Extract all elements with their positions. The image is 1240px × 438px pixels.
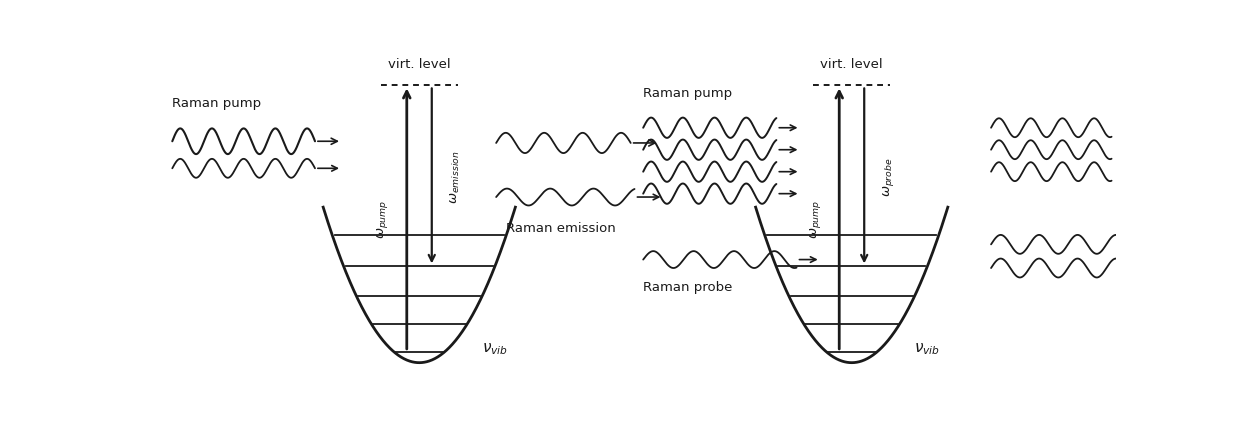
Text: $\nu_{vib}$: $\nu_{vib}$ [481,340,507,356]
Text: Raman emission: Raman emission [506,222,615,234]
Text: Raman probe: Raman probe [644,280,733,293]
Text: $\nu_{vib}$: $\nu_{vib}$ [914,340,940,356]
Text: $\omega_{pump}$: $\omega_{pump}$ [807,199,822,239]
Text: virt. level: virt. level [388,58,450,71]
Text: $\omega_{probe}$: $\omega_{probe}$ [880,157,895,196]
Text: $\omega_{pump}$: $\omega_{pump}$ [376,199,391,239]
Text: $\omega_{emission}$: $\omega_{emission}$ [449,150,463,203]
Text: Raman pump: Raman pump [172,97,262,110]
Text: Raman pump: Raman pump [644,87,733,99]
Text: virt. level: virt. level [821,58,883,71]
